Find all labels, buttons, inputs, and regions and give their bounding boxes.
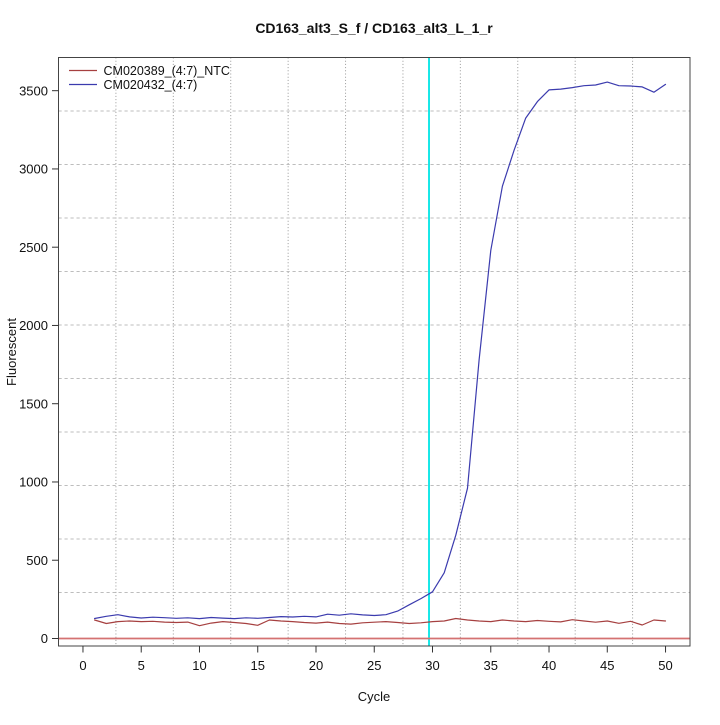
x-tick-label: 45 xyxy=(600,658,614,673)
series-line-sample xyxy=(93,81,667,620)
legend-label-ntc: CM020389_(4:7)_NTC xyxy=(104,64,230,78)
x-tick-label: 5 xyxy=(138,658,145,673)
grid-layer xyxy=(58,57,691,646)
y-tick-label: 2000 xyxy=(19,318,48,333)
axes-layer: 0 5 10 15 20 25 30 35 40 45 5005001000150020002500… xyxy=(19,57,691,673)
x-tick-label: 25 xyxy=(367,658,381,673)
x-tick-label: 10 xyxy=(192,658,206,673)
series-layer xyxy=(93,81,667,627)
x-tick-label: 15 xyxy=(251,658,265,673)
y-tick-label: 3500 xyxy=(19,83,48,98)
y-tick-label: 3000 xyxy=(19,162,48,177)
plot-area-border xyxy=(58,57,691,647)
legend-label-sample: CM020432_(4:7) xyxy=(104,78,198,92)
x-tick-label: 40 xyxy=(542,658,556,673)
x-tick-label: 0 xyxy=(79,658,86,673)
chart-title: CD163_alt3_S_f / CD163_alt3_L_1_r xyxy=(255,20,493,36)
x-tick-label: 50 xyxy=(658,658,672,673)
marker-lines-layer xyxy=(58,57,690,646)
y-tick-label: 1000 xyxy=(19,475,48,490)
legend: CM020389_(4:7)_NTC CM020432_(4:7) xyxy=(69,64,230,92)
y-tick-label: 0 xyxy=(41,631,48,646)
y-tick-label: 2500 xyxy=(19,240,48,255)
legend-item-ntc: CM020389_(4:7)_NTC xyxy=(69,64,230,78)
series-line-ntc xyxy=(93,617,667,627)
x-axis-title: Cycle xyxy=(358,689,391,704)
y-tick-label: 1500 xyxy=(19,396,48,411)
y-axis-title: Fluorescent xyxy=(4,318,19,386)
x-tick-label: 35 xyxy=(484,658,498,673)
y-tick-label: 500 xyxy=(26,553,48,568)
x-tick-label: 20 xyxy=(309,658,323,673)
x-tick-label: 30 xyxy=(425,658,439,673)
legend-item-sample: CM020432_(4:7) xyxy=(69,78,197,92)
